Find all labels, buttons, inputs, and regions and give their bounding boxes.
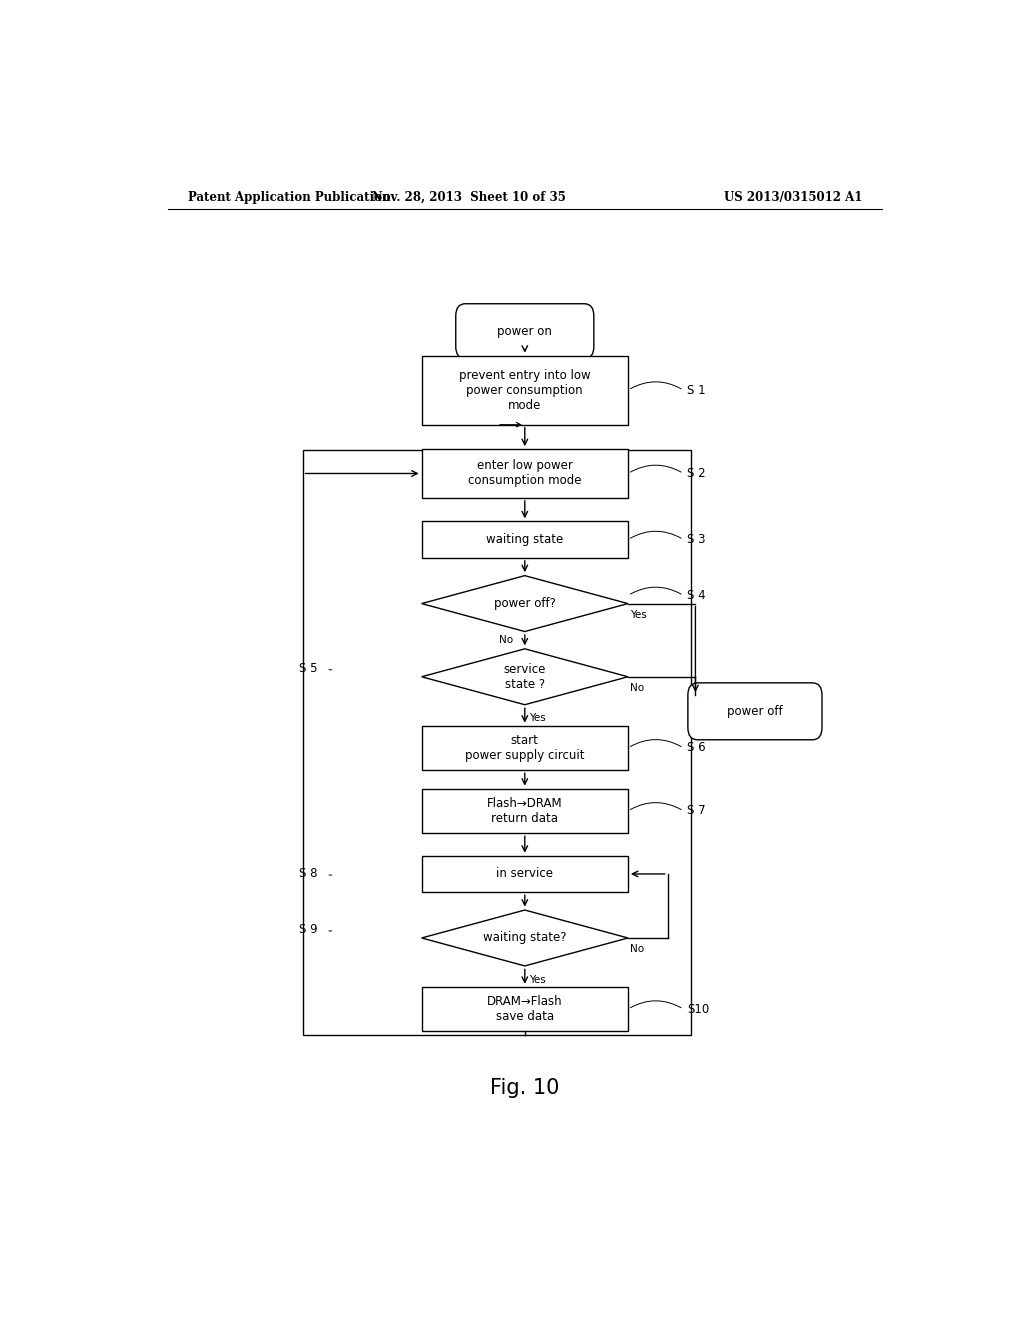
Text: S 8: S 8 — [299, 867, 317, 880]
FancyBboxPatch shape — [422, 449, 628, 498]
Text: US 2013/0315012 A1: US 2013/0315012 A1 — [724, 190, 862, 203]
Text: enter low power
consumption mode: enter low power consumption mode — [468, 459, 582, 487]
Text: S 9: S 9 — [299, 924, 317, 936]
FancyBboxPatch shape — [422, 355, 628, 425]
Text: waiting state: waiting state — [486, 533, 563, 546]
Text: prevent entry into low
power consumption
mode: prevent entry into low power consumption… — [459, 368, 591, 412]
FancyBboxPatch shape — [422, 521, 628, 558]
FancyBboxPatch shape — [456, 304, 594, 359]
FancyBboxPatch shape — [422, 788, 628, 833]
Text: Yes: Yes — [528, 974, 546, 985]
Bar — [303, 450, 691, 1035]
Text: No: No — [630, 944, 644, 954]
Text: Fig. 10: Fig. 10 — [490, 1078, 559, 1098]
Text: Yes: Yes — [630, 610, 646, 619]
Text: waiting state?: waiting state? — [483, 932, 566, 945]
Text: S 3: S 3 — [687, 533, 706, 546]
Text: Patent Application Publication: Patent Application Publication — [187, 190, 390, 203]
Polygon shape — [422, 649, 628, 705]
Text: Nov. 28, 2013  Sheet 10 of 35: Nov. 28, 2013 Sheet 10 of 35 — [373, 190, 566, 203]
Text: Flash→DRAM
return data: Flash→DRAM return data — [487, 797, 562, 825]
Text: DRAM→Flash
save data: DRAM→Flash save data — [487, 995, 562, 1023]
Text: power on: power on — [498, 325, 552, 338]
Text: S 5: S 5 — [299, 663, 317, 675]
Text: No: No — [630, 682, 644, 693]
FancyBboxPatch shape — [688, 682, 822, 739]
Text: power off: power off — [727, 705, 782, 718]
Polygon shape — [422, 909, 628, 966]
FancyBboxPatch shape — [422, 987, 628, 1031]
FancyBboxPatch shape — [422, 726, 628, 771]
Text: Yes: Yes — [528, 713, 546, 723]
Text: S10: S10 — [687, 1003, 710, 1015]
Polygon shape — [422, 576, 628, 631]
Text: power off?: power off? — [494, 597, 556, 610]
Text: start
power supply circuit: start power supply circuit — [465, 734, 585, 762]
Text: service
state ?: service state ? — [504, 663, 546, 690]
Text: S 4: S 4 — [687, 589, 707, 602]
Text: No: No — [499, 635, 513, 645]
Text: in service: in service — [497, 867, 553, 880]
Text: S 1: S 1 — [687, 384, 707, 396]
Text: S 2: S 2 — [687, 467, 707, 480]
Text: S 6: S 6 — [687, 742, 707, 755]
Text: S 7: S 7 — [687, 804, 707, 817]
FancyBboxPatch shape — [422, 855, 628, 892]
